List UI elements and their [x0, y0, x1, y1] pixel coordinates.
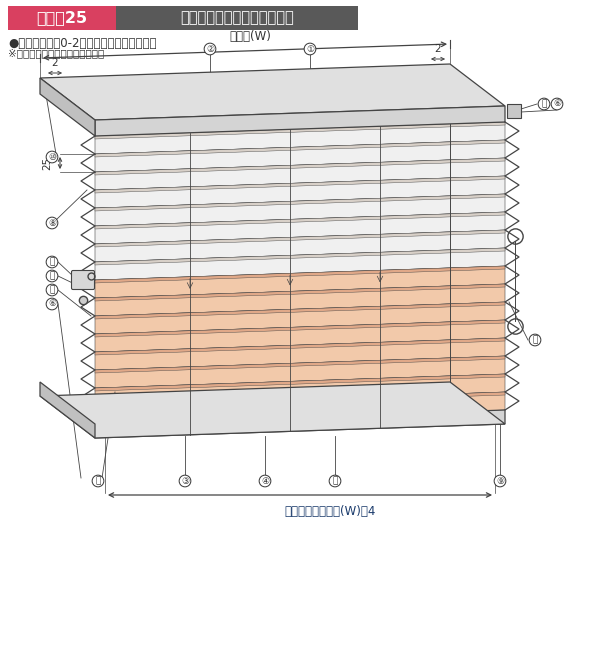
Polygon shape [95, 356, 505, 388]
Text: ⑥: ⑥ [48, 300, 56, 309]
Text: ⑯: ⑯ [49, 285, 55, 294]
Polygon shape [95, 320, 505, 337]
Polygon shape [95, 212, 505, 244]
Text: ③: ③ [181, 476, 189, 486]
Text: 商品幅(W): 商品幅(W) [229, 30, 271, 43]
Polygon shape [95, 176, 505, 193]
Polygon shape [95, 106, 505, 136]
Polygon shape [95, 392, 505, 424]
Text: ②: ② [206, 44, 214, 53]
Text: ⑪: ⑪ [49, 257, 55, 266]
Polygon shape [95, 212, 505, 229]
Bar [507, 104, 521, 118]
Polygon shape [95, 374, 505, 391]
Text: クロス幅＝商品幅(W)－4: クロス幅＝商品幅(W)－4 [284, 505, 376, 518]
Text: ⑭: ⑭ [541, 99, 547, 109]
Polygon shape [95, 122, 505, 139]
Text: ※操作は振り分け操作のみです。: ※操作は振り分け操作のみです。 [8, 48, 104, 58]
Bar [8, 6, 116, 30]
Text: ⑫: ⑫ [95, 476, 101, 486]
Bar [116, 6, 358, 30]
Polygon shape [95, 266, 505, 298]
Text: 2: 2 [434, 44, 442, 54]
Polygon shape [95, 194, 505, 211]
Text: ⑯: ⑯ [532, 335, 538, 345]
Polygon shape [95, 284, 505, 301]
Polygon shape [95, 392, 505, 409]
Polygon shape [95, 158, 505, 190]
Text: 25: 25 [42, 157, 52, 170]
Polygon shape [95, 302, 505, 319]
Polygon shape [95, 248, 505, 280]
Polygon shape [95, 140, 505, 157]
Polygon shape [95, 338, 505, 355]
FancyBboxPatch shape [71, 270, 95, 289]
Text: ツインスタイル（コード式）: ツインスタイル（コード式） [180, 10, 294, 25]
Text: ⑬: ⑬ [332, 476, 338, 486]
Polygon shape [95, 176, 505, 208]
Text: ⑩: ⑩ [48, 153, 56, 161]
Polygon shape [95, 320, 505, 352]
Text: ⑨: ⑨ [496, 476, 504, 486]
Polygon shape [40, 382, 505, 438]
Text: 2: 2 [52, 58, 58, 68]
Polygon shape [95, 302, 505, 334]
Polygon shape [95, 194, 505, 226]
Text: ⑭: ⑭ [49, 272, 55, 281]
Text: ④: ④ [261, 476, 269, 486]
Polygon shape [95, 230, 505, 262]
Polygon shape [95, 284, 505, 316]
Polygon shape [95, 338, 505, 370]
Polygon shape [95, 374, 505, 406]
Polygon shape [40, 64, 505, 120]
Polygon shape [95, 140, 505, 172]
Text: ●仕様コード：0-2、振り分け右操作の場合: ●仕様コード：0-2、振り分け右操作の場合 [8, 37, 157, 50]
Polygon shape [40, 78, 95, 136]
Polygon shape [95, 158, 505, 175]
Text: もなみ25: もなみ25 [37, 10, 88, 25]
Polygon shape [95, 122, 505, 154]
Polygon shape [95, 356, 505, 373]
Text: ⑥: ⑥ [553, 99, 561, 109]
Polygon shape [40, 382, 95, 438]
Polygon shape [95, 248, 505, 265]
Polygon shape [95, 230, 505, 247]
Polygon shape [95, 266, 505, 283]
Text: ①: ① [306, 44, 314, 53]
Text: ⑧: ⑧ [48, 218, 56, 227]
Polygon shape [95, 410, 505, 438]
